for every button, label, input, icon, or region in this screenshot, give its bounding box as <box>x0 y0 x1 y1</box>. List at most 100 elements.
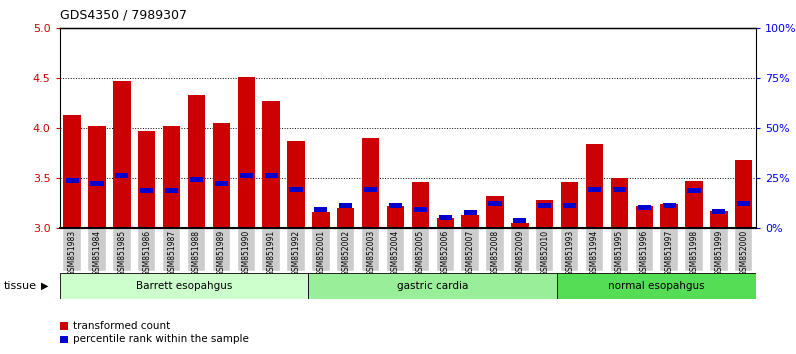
Bar <box>462 228 479 271</box>
Bar <box>237 228 255 271</box>
Bar <box>240 173 253 178</box>
Text: GSM852010: GSM852010 <box>540 230 549 276</box>
Bar <box>314 207 327 212</box>
Bar <box>685 228 703 271</box>
Bar <box>215 181 228 186</box>
Bar <box>364 187 377 192</box>
Text: GSM851997: GSM851997 <box>665 230 673 276</box>
Bar <box>412 228 429 271</box>
Text: GSM852003: GSM852003 <box>366 230 375 276</box>
Bar <box>611 228 628 271</box>
Bar <box>538 203 552 208</box>
Text: gastric cardia: gastric cardia <box>397 281 469 291</box>
Bar <box>389 203 402 208</box>
Bar <box>113 81 131 228</box>
Bar <box>188 95 205 228</box>
Text: Barrett esopahgus: Barrett esopahgus <box>136 281 232 291</box>
Text: GSM852009: GSM852009 <box>515 230 525 276</box>
Bar <box>511 228 529 271</box>
Text: GSM851989: GSM851989 <box>217 230 226 276</box>
Text: percentile rank within the sample: percentile rank within the sample <box>73 335 249 344</box>
Bar <box>337 208 354 228</box>
Bar <box>661 228 678 271</box>
Bar <box>337 228 354 271</box>
Bar <box>463 210 477 215</box>
Bar <box>662 203 676 208</box>
Bar <box>414 207 427 212</box>
Bar <box>308 273 557 299</box>
Bar <box>513 218 526 223</box>
Bar <box>65 178 79 183</box>
Text: GSM852000: GSM852000 <box>739 230 748 276</box>
Bar <box>88 126 106 228</box>
Text: GSM851994: GSM851994 <box>590 230 599 276</box>
Bar <box>688 188 700 193</box>
Bar <box>489 201 501 206</box>
Bar <box>213 228 230 271</box>
Bar <box>439 215 452 220</box>
Bar <box>735 160 752 228</box>
Text: GSM851995: GSM851995 <box>615 230 624 276</box>
Text: GSM851992: GSM851992 <box>291 230 301 276</box>
Bar <box>462 215 479 228</box>
Bar <box>661 204 678 228</box>
Bar <box>638 205 651 210</box>
Text: GSM852005: GSM852005 <box>416 230 425 276</box>
Bar <box>263 101 280 228</box>
Bar <box>486 196 504 228</box>
Bar <box>710 228 728 271</box>
Text: GSM851996: GSM851996 <box>640 230 649 276</box>
Bar <box>436 228 454 271</box>
Bar <box>138 228 155 271</box>
Text: GSM851983: GSM851983 <box>68 230 76 276</box>
Bar <box>339 203 353 208</box>
Bar <box>312 228 330 271</box>
Bar <box>64 228 81 271</box>
Bar <box>536 228 553 271</box>
Bar <box>737 201 751 206</box>
Bar <box>263 228 280 271</box>
Bar <box>611 178 628 228</box>
Bar <box>113 228 131 271</box>
Bar <box>735 228 752 271</box>
Bar <box>561 228 579 271</box>
Bar <box>712 209 725 214</box>
Bar <box>362 138 380 228</box>
Text: GSM851993: GSM851993 <box>565 230 574 276</box>
Bar <box>287 141 305 228</box>
Text: tissue: tissue <box>4 281 37 291</box>
Bar <box>140 188 154 193</box>
Bar <box>710 211 728 228</box>
Text: GSM852002: GSM852002 <box>341 230 350 276</box>
Bar <box>60 273 308 299</box>
Bar <box>213 123 230 228</box>
Text: GSM851984: GSM851984 <box>92 230 102 276</box>
Bar <box>635 206 653 228</box>
Bar <box>387 228 404 271</box>
Text: GSM852006: GSM852006 <box>441 230 450 276</box>
Text: ▶: ▶ <box>41 281 49 291</box>
Bar <box>536 200 553 228</box>
Bar <box>362 228 380 271</box>
Text: GSM851991: GSM851991 <box>267 230 275 276</box>
Bar <box>387 206 404 228</box>
Bar <box>188 228 205 271</box>
Bar <box>312 212 330 228</box>
Bar <box>237 77 255 228</box>
Bar <box>138 131 155 228</box>
Bar <box>511 223 529 228</box>
Bar <box>287 228 305 271</box>
Bar <box>163 126 181 228</box>
Text: normal esopahgus: normal esopahgus <box>608 281 705 291</box>
Bar <box>190 177 203 182</box>
Bar <box>115 173 128 178</box>
Bar <box>412 182 429 228</box>
Text: GSM852007: GSM852007 <box>466 230 474 276</box>
Bar <box>561 182 579 228</box>
Bar <box>586 144 603 228</box>
Bar <box>264 173 278 178</box>
Text: GSM851987: GSM851987 <box>167 230 176 276</box>
Text: GSM851988: GSM851988 <box>192 230 201 276</box>
Bar <box>685 181 703 228</box>
Bar <box>635 228 653 271</box>
